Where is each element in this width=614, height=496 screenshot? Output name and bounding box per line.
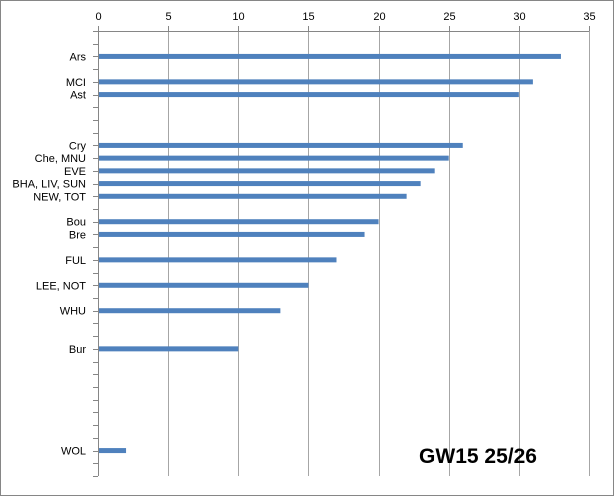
category-label: EVE	[64, 166, 86, 178]
bar-ast	[99, 92, 519, 98]
bar-bou	[99, 219, 379, 225]
category-label: FUL	[65, 255, 86, 267]
bar-lee-not	[99, 282, 309, 288]
bar-wol	[99, 448, 127, 454]
chart-title: GW15 25/26	[419, 445, 537, 468]
x-tick-label: 5	[165, 11, 171, 23]
category-label: Bou	[66, 217, 86, 229]
bar-ful	[99, 257, 337, 263]
x-tick-label: 35	[583, 11, 595, 23]
bar-ars	[99, 53, 561, 59]
bar-cry	[99, 142, 463, 148]
x-tick-label: 25	[443, 11, 455, 23]
bar-bre	[99, 231, 365, 237]
category-label: MCI	[66, 77, 86, 89]
x-tick-label: 30	[513, 11, 525, 23]
category-label: WHU	[60, 306, 86, 318]
category-label: WOL	[61, 446, 86, 458]
bar-che-mnu	[99, 155, 449, 161]
category-label: NEW, TOT	[33, 191, 86, 203]
category-label: LEE, NOT	[36, 280, 86, 292]
bar-new-tot	[99, 193, 407, 199]
category-label: BHA, LIV, SUN	[12, 179, 86, 191]
bar-eve	[99, 168, 435, 174]
axis-layer	[93, 26, 590, 477]
category-label: Ars	[70, 51, 87, 63]
x-tick-label: 20	[373, 11, 385, 23]
bar-bha-liv-sun	[99, 181, 421, 187]
x-tick-label: 0	[95, 11, 101, 23]
x-tick-label: 10	[232, 11, 244, 23]
grid-layer	[168, 31, 590, 476]
category-label: Bur	[69, 344, 86, 356]
bar-layer	[99, 53, 561, 454]
x-tick-label: 15	[302, 11, 314, 23]
category-label: Ast	[70, 90, 86, 102]
category-label: Cry	[69, 140, 87, 152]
category-label: Che, MNU	[35, 153, 86, 165]
bar-mci	[99, 79, 533, 85]
bar-whu	[99, 308, 281, 314]
category-label: Bre	[69, 229, 86, 241]
bar-bur	[99, 346, 239, 352]
